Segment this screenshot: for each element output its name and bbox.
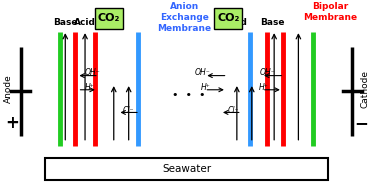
- Text: Cl⁻: Cl⁻: [228, 106, 239, 115]
- Text: Acid: Acid: [226, 18, 248, 27]
- Text: Anion
Exchange
Membrane: Anion Exchange Membrane: [157, 2, 212, 33]
- Text: CO₂: CO₂: [217, 13, 239, 23]
- Text: OH⁻: OH⁻: [85, 68, 101, 77]
- Text: −: −: [354, 114, 368, 132]
- Text: Anode: Anode: [4, 74, 13, 103]
- Text: Base: Base: [260, 18, 285, 27]
- Text: Bipolar
Membrane: Bipolar Membrane: [303, 2, 357, 22]
- Text: OH⁻: OH⁻: [259, 68, 275, 77]
- Text: +: +: [5, 114, 19, 132]
- Text: Seawater: Seawater: [162, 164, 211, 174]
- Text: Cl⁻: Cl⁻: [123, 106, 135, 115]
- Text: CO₂: CO₂: [98, 13, 120, 23]
- Bar: [214, 8, 242, 29]
- Bar: [95, 8, 123, 29]
- Text: Cathode: Cathode: [360, 70, 369, 108]
- Bar: [45, 158, 328, 180]
- Text: •  •  •: • • •: [172, 90, 205, 99]
- Text: H⁺: H⁺: [85, 83, 95, 92]
- Text: H⁺: H⁺: [201, 83, 211, 92]
- Text: Acid: Acid: [74, 18, 96, 27]
- Text: H⁺: H⁺: [259, 83, 269, 92]
- Text: Base: Base: [53, 18, 78, 27]
- Text: OH⁻: OH⁻: [195, 68, 211, 77]
